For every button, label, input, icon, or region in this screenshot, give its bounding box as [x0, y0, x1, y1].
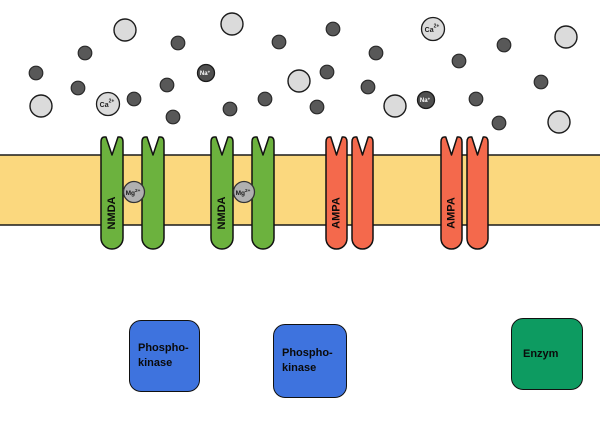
ion-particle-small — [28, 65, 44, 81]
sodium-ion: Na+ — [196, 63, 216, 83]
ion-particle-large — [383, 94, 407, 118]
calcium-ion-label: Ca2+ — [425, 24, 440, 34]
ion-particle-large — [220, 12, 244, 36]
calcium-ion-label: Ca2+ — [100, 99, 115, 109]
ion-particle-small — [309, 99, 325, 115]
ion-particle-small — [271, 34, 287, 50]
receptor-bar — [325, 136, 348, 250]
ion-particle-small — [257, 91, 273, 107]
ion-particle-small — [165, 109, 181, 125]
receptor-bar — [141, 136, 165, 250]
cell-membrane — [0, 154, 600, 226]
receptor-label: NMDA — [106, 196, 118, 229]
ion-particle-small — [170, 35, 186, 51]
receptor-bar — [351, 136, 374, 250]
sodium-ion-label: Na+ — [200, 69, 211, 77]
ion-particle-large — [287, 69, 311, 93]
ion-particle-small — [77, 45, 93, 61]
receptor-bar — [100, 136, 124, 250]
receptor-bar — [251, 136, 275, 250]
magnesium-ion-circle — [232, 180, 256, 204]
calcium-ion-circle — [95, 91, 121, 117]
magnesium-ion: Mg2+ — [122, 180, 146, 204]
calcium-ion: Ca2+ — [420, 16, 446, 42]
calcium-ion-circle — [420, 16, 446, 42]
ion-particle-small — [70, 80, 86, 96]
receptor-label: AMPA — [331, 197, 343, 229]
sodium-ion: Na+ — [416, 90, 436, 110]
ion-particle-large — [554, 25, 578, 49]
ion-particle-large — [113, 18, 137, 42]
magnesium-ion-circle — [122, 180, 146, 204]
ion-particle-small — [368, 45, 384, 61]
ion-particle-small — [319, 64, 335, 80]
magnesium-ion: Mg2+ — [232, 180, 256, 204]
receptor-bar — [440, 136, 463, 250]
receptor-bar — [466, 136, 489, 250]
magnesium-ion-label: Mg2+ — [236, 187, 251, 196]
ion-particle-small — [533, 74, 549, 90]
ion-particle-small — [159, 77, 175, 93]
receptor-label: NMDA — [216, 196, 228, 229]
receptor-label: AMPA — [446, 197, 458, 229]
magnesium-ion-label: Mg2+ — [126, 187, 141, 196]
sodium-ion-circle — [196, 63, 216, 83]
sodium-ion-label: Na+ — [420, 96, 431, 104]
phosphokinase-box-1: Phospho- kinase — [129, 320, 200, 392]
ion-particle-small — [468, 91, 484, 107]
ion-particle-small — [451, 53, 467, 69]
sodium-ion-circle — [416, 90, 436, 110]
ion-particle-large — [547, 110, 571, 134]
ampa-receptor-2: AMPA — [440, 136, 489, 250]
ion-particle-small — [491, 115, 507, 131]
calcium-ion: Ca2+ — [95, 91, 121, 117]
ion-particle-small — [360, 79, 376, 95]
enzyme-box: Enzym — [511, 318, 583, 390]
ion-particle-small — [126, 91, 142, 107]
ampa-receptor-1: AMPA — [325, 136, 374, 250]
ion-particle-small — [496, 37, 512, 53]
nmda-receptor-1: NMDA Mg2+ — [100, 136, 165, 250]
ion-particle-large — [29, 94, 53, 118]
phosphokinase-box-2: Phospho- kinase — [273, 324, 347, 398]
ion-particle-small — [325, 21, 341, 37]
receptor-bar — [210, 136, 234, 250]
ion-particle-small — [222, 101, 238, 117]
nmda-receptor-2: NMDA Mg2+ — [210, 136, 275, 250]
